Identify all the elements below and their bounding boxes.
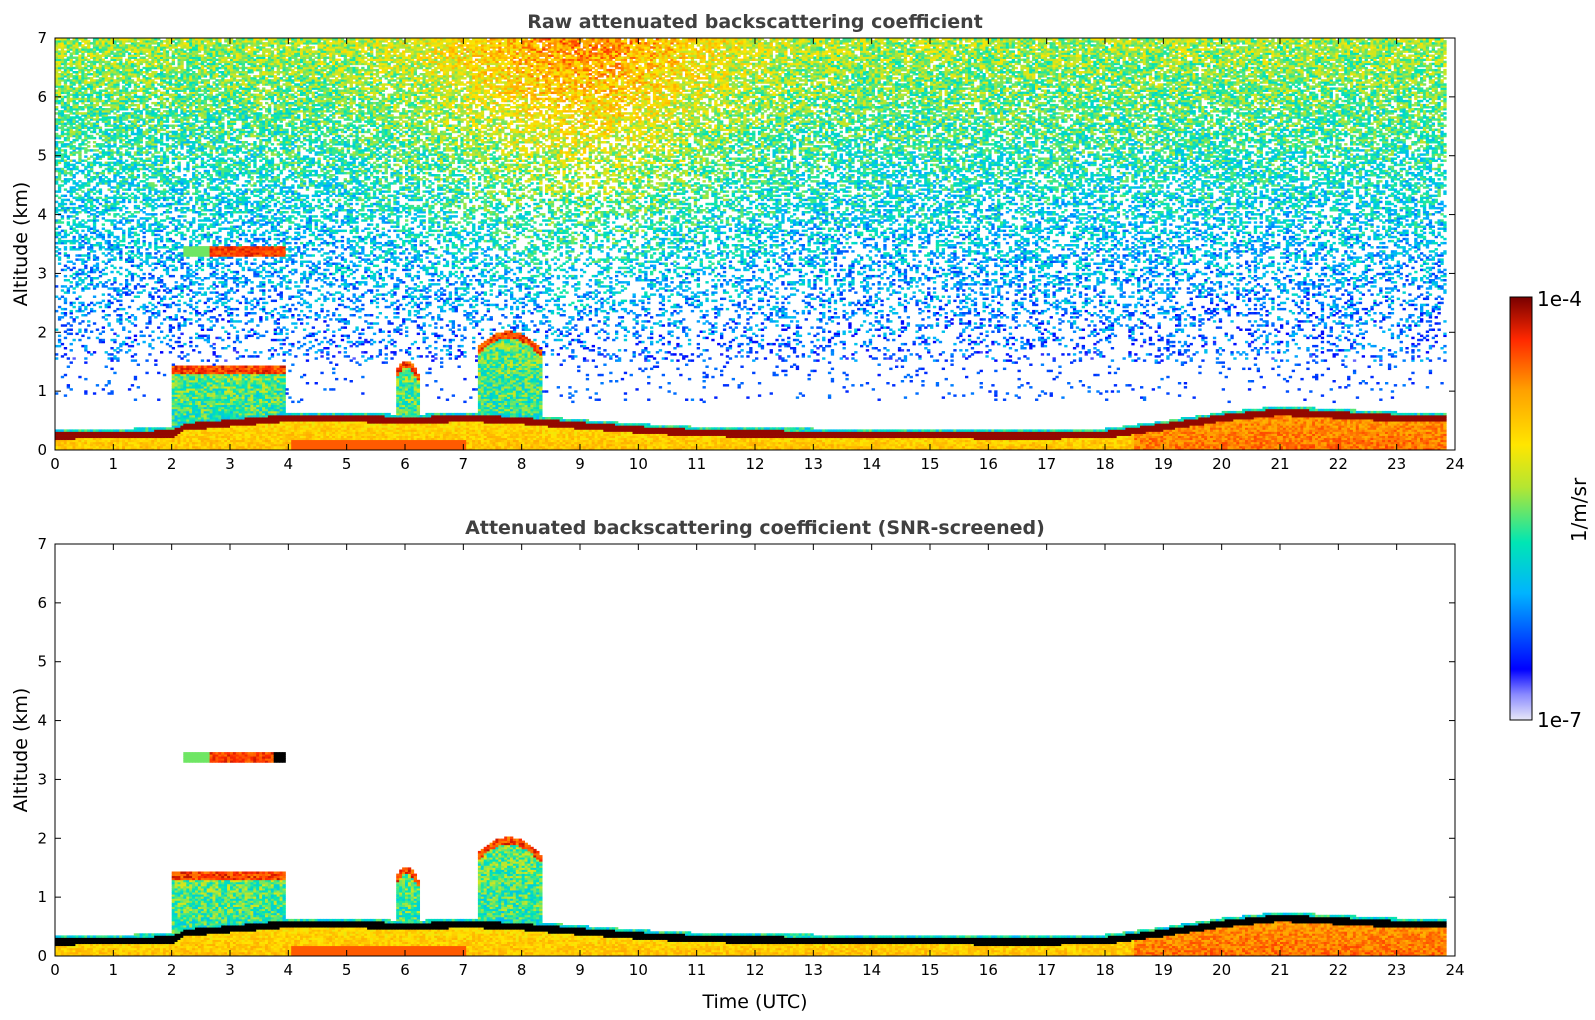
- x-tick-label: 2: [167, 455, 177, 473]
- panel-raw: Raw attenuated backscattering coefficien…: [10, 11, 1465, 473]
- x-tick-label: 17: [1037, 455, 1056, 473]
- x-tick-label: 3: [225, 961, 235, 979]
- x-tick-label: 12: [745, 455, 764, 473]
- x-tick-label: 22: [1329, 455, 1348, 473]
- ylabel-screened: Altitude (km): [10, 688, 32, 813]
- panel-screened: Attenuated backscattering coefficient (S…: [10, 517, 1465, 1013]
- title-screened: Attenuated backscattering coefficient (S…: [465, 517, 1045, 539]
- x-tick-label: 16: [979, 455, 998, 473]
- x-tick-label: 15: [920, 961, 939, 979]
- x-tick-label: 5: [342, 455, 352, 473]
- x-tick-label: 8: [517, 961, 527, 979]
- x-tick-label: 23: [1387, 455, 1406, 473]
- ylabel-raw: Altitude (km): [10, 182, 32, 307]
- x-tick-label: 22: [1329, 961, 1348, 979]
- x-tick-label: 14: [862, 961, 881, 979]
- x-tick-label: 8: [517, 455, 527, 473]
- y-tick-label: 1: [37, 382, 47, 400]
- x-tick-label: 16: [979, 961, 998, 979]
- x-tick-label: 21: [1270, 961, 1289, 979]
- y-tick-label: 6: [37, 88, 47, 106]
- x-tick-label: 17: [1037, 961, 1056, 979]
- x-tick-label: 15: [920, 455, 939, 473]
- y-tick-label: 4: [37, 712, 47, 730]
- x-tick-label: 18: [1095, 961, 1114, 979]
- x-tick-label: 0: [50, 455, 60, 473]
- x-tick-label: 7: [459, 961, 469, 979]
- colorbar-gradient: [1510, 297, 1532, 720]
- x-tick-label: 20: [1212, 455, 1231, 473]
- lidar-figure: Raw attenuated backscattering coefficien…: [0, 0, 1595, 1020]
- x-tick-label: 9: [575, 961, 585, 979]
- x-tick-label: 11: [687, 961, 706, 979]
- x-tick-label: 19: [1154, 455, 1173, 473]
- x-tick-label: 6: [400, 455, 410, 473]
- y-tick-label: 2: [37, 323, 47, 341]
- x-tick-label: 1: [109, 455, 119, 473]
- x-tick-label: 6: [400, 961, 410, 979]
- x-tick-label: 24: [1445, 455, 1464, 473]
- x-tick-label: 1: [109, 961, 119, 979]
- x-tick-label: 14: [862, 455, 881, 473]
- y-tick-label: 6: [37, 594, 47, 612]
- x-tick-label: 2: [167, 961, 177, 979]
- x-tick-label: 20: [1212, 961, 1231, 979]
- x-tick-label: 7: [459, 455, 469, 473]
- xlabel: Time (UTC): [701, 991, 807, 1013]
- y-tick-label: 5: [37, 147, 47, 165]
- x-tick-label: 13: [804, 961, 823, 979]
- x-tick-label: 18: [1095, 455, 1114, 473]
- x-tick-label: 21: [1270, 455, 1289, 473]
- x-tick-label: 4: [284, 961, 294, 979]
- y-tick-label: 1: [37, 888, 47, 906]
- y-tick-label: 3: [37, 264, 47, 282]
- title-raw: Raw attenuated backscattering coefficien…: [527, 11, 983, 33]
- y-tick-label: 0: [37, 441, 47, 459]
- y-tick-label: 5: [37, 653, 47, 671]
- y-tick-label: 7: [37, 29, 47, 47]
- x-tick-label: 10: [629, 961, 648, 979]
- x-tick-label: 11: [687, 455, 706, 473]
- x-tick-label: 19: [1154, 961, 1173, 979]
- x-tick-label: 10: [629, 455, 648, 473]
- colorbar-unit-label: 1/m/sr: [1567, 477, 1591, 542]
- colorbar: 1e-4 1e-7 1/m/sr: [1510, 287, 1591, 732]
- y-tick-label: 7: [37, 535, 47, 553]
- x-tick-label: 4: [284, 455, 294, 473]
- y-tick-label: 3: [37, 770, 47, 788]
- x-tick-label: 5: [342, 961, 352, 979]
- y-tick-label: 2: [37, 829, 47, 847]
- heatmap-screened: [55, 752, 1447, 956]
- x-tick-label: 3: [225, 455, 235, 473]
- heatmap-raw: [55, 38, 1447, 450]
- colorbar-min-label: 1e-7: [1537, 708, 1582, 732]
- y-tick-label: 4: [37, 206, 47, 224]
- y-tick-label: 0: [37, 947, 47, 965]
- x-tick-label: 12: [745, 961, 764, 979]
- x-tick-label: 0: [50, 961, 60, 979]
- x-tick-label: 23: [1387, 961, 1406, 979]
- x-tick-label: 13: [804, 455, 823, 473]
- colorbar-max-label: 1e-4: [1537, 287, 1582, 311]
- x-tick-label: 24: [1445, 961, 1464, 979]
- x-tick-label: 9: [575, 455, 585, 473]
